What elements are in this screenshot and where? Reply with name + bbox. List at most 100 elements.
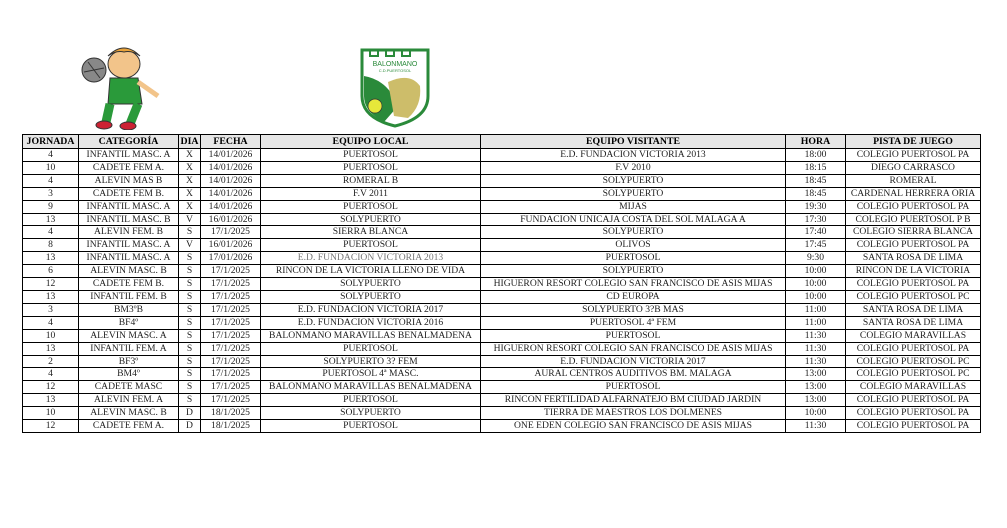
cell-pista: DIEGO CARRASCO bbox=[845, 160, 981, 175]
table-row: 10 ALEVIN MASC. A S 17/1/2025 BALONMANO MARA… bbox=[22, 328, 981, 343]
cell-equipo-local: PUERTOSOL bbox=[260, 160, 481, 175]
club-crest-logo: BALONMANO C.D.PUERTOSOL bbox=[360, 48, 430, 128]
cell-dia: S bbox=[178, 328, 201, 343]
cell-categoria: INFANTIL MASC. A bbox=[78, 251, 179, 266]
svg-text:C.D.PUERTOSOL: C.D.PUERTOSOL bbox=[379, 68, 412, 73]
cell-jornada: 12 bbox=[22, 277, 79, 291]
cell-jornada: 6 bbox=[22, 264, 79, 279]
cell-categoria: ALEVIN MASC. B bbox=[78, 406, 179, 421]
table-row: 10 ALEVIN MASC. B D 18/1/2025 SOLYPUERTO TIER… bbox=[22, 406, 981, 421]
cell-pista: COLEGIO PUERTOSOL P B bbox=[845, 212, 981, 227]
cell-categoria: ALEVIN FEM. B bbox=[78, 225, 179, 240]
cell-equipo-local: RINCON DE LA VICTORIA LLENO DE VIDA bbox=[260, 264, 481, 279]
cell-hora: 17:40 bbox=[785, 225, 846, 240]
cell-fecha: 14/01/2026 bbox=[200, 199, 261, 214]
handball-mascot-image bbox=[81, 47, 160, 130]
table-row: 8 INFANTIL MASC. A V 16/01/2026 PUERTOSOL OLI… bbox=[22, 238, 981, 253]
header-categoria: CATEGORÍA bbox=[78, 134, 179, 149]
table-header-row: JORNADA CATEGORÍA DIA FECHA EQUIPO LOCAL… bbox=[22, 134, 981, 149]
cell-pista: COLEGIO MARAVILLAS bbox=[845, 328, 981, 343]
cell-dia: X bbox=[178, 199, 201, 214]
cell-pista: COLEGIO PUERTOSOL PA bbox=[845, 341, 981, 356]
cell-fecha: 17/1/2025 bbox=[200, 315, 261, 330]
cell-equipo-local: E.D. FUNDACION VICTORIA 2017 bbox=[260, 302, 481, 317]
header-hora: HORA bbox=[785, 134, 846, 149]
table-row: 4 BF4º S 17/1/2025 E.D. FUNDACION VICTORIA 2… bbox=[22, 315, 981, 330]
cell-dia: S bbox=[178, 380, 201, 395]
cell-equipo-visitante: E.D. FUNDACION VICTORIA 2013 bbox=[480, 148, 786, 162]
cell-equipo-visitante: MIJAS bbox=[480, 199, 786, 214]
table-row: 13 INFANTIL MASC. A S 17/01/2026 E.D. FUNDAC… bbox=[22, 251, 981, 266]
cell-jornada: 4 bbox=[22, 367, 79, 382]
table-row: 9 INFANTIL MASC. A X 14/01/2026 PUERTOSOL MIJ… bbox=[22, 199, 981, 214]
cell-hora: 11:00 bbox=[785, 315, 846, 330]
match-schedule-table: JORNADA CATEGORÍA DIA FECHA EQUIPO LOCAL… bbox=[22, 134, 981, 433]
cell-equipo-local: PUERTOSOL bbox=[260, 148, 481, 162]
cell-equipo-local: SOLYPUERTO bbox=[260, 277, 481, 291]
cell-fecha: 18/1/2025 bbox=[200, 419, 261, 433]
cell-pista: SANTA ROSA DE LIMA bbox=[845, 302, 981, 317]
cell-fecha: 17/1/2025 bbox=[200, 393, 261, 408]
table-row: 4 INFANTIL MASC. A X 14/01/2026 PUERTOSOL E.D… bbox=[22, 148, 981, 162]
cell-equipo-visitante: AURAL CENTROS AUDITIVOS BM. MALAGA bbox=[480, 367, 786, 382]
cell-hora: 10:00 bbox=[785, 289, 846, 304]
cell-categoria: CADETE FEM B. bbox=[78, 277, 179, 291]
cell-equipo-local: BALONMANO MARAVILLAS BENALMADENA bbox=[260, 328, 481, 343]
cell-equipo-visitante: SOLYPUERTO 3?B MAS bbox=[480, 302, 786, 317]
cell-equipo-visitante: PUERTOSOL bbox=[480, 328, 786, 343]
header-jornada: JORNADA bbox=[22, 134, 79, 149]
cell-jornada: 10 bbox=[22, 328, 79, 343]
cell-dia: S bbox=[178, 302, 201, 317]
cell-jornada: 4 bbox=[22, 173, 79, 188]
cell-hora: 11:30 bbox=[785, 419, 846, 433]
cell-dia: S bbox=[178, 277, 201, 291]
cell-dia: X bbox=[178, 148, 201, 162]
cell-pista: COLEGIO PUERTOSOL PA bbox=[845, 199, 981, 214]
cell-dia: D bbox=[178, 406, 201, 421]
cell-dia: S bbox=[178, 264, 201, 279]
table-row: 12 CADETE FEM A. D 18/1/2025 PUERTOSOL ONE ED… bbox=[22, 419, 981, 433]
cell-jornada: 4 bbox=[22, 315, 79, 330]
cell-fecha: 17/1/2025 bbox=[200, 328, 261, 343]
cell-pista: SANTA ROSA DE LIMA bbox=[845, 251, 981, 266]
cell-equipo-visitante: HIGUERON RESORT COLEGIO SAN FRANCISCO DE… bbox=[480, 277, 786, 291]
cell-equipo-local: F.V 2011 bbox=[260, 186, 481, 201]
cell-pista: COLEGIO PUERTOSOL PA bbox=[845, 406, 981, 421]
cell-jornada: 3 bbox=[22, 186, 79, 201]
cell-jornada: 9 bbox=[22, 199, 79, 214]
cell-hora: 10:00 bbox=[785, 406, 846, 421]
cell-fecha: 18/1/2025 bbox=[200, 406, 261, 421]
cell-categoria: ALEVIN MASC. B bbox=[78, 264, 179, 279]
cell-jornada: 2 bbox=[22, 354, 79, 369]
table-row: 12 CADETE FEM B. S 17/1/2025 SOLYPUERTO HIGUE… bbox=[22, 277, 981, 291]
header-equipo-visitante: EQUIPO VISITANTE bbox=[480, 134, 786, 149]
cell-pista: CARDENAL HERRERA ORIA bbox=[845, 186, 981, 201]
cell-jornada: 13 bbox=[22, 289, 79, 304]
cell-jornada: 10 bbox=[22, 160, 79, 175]
cell-categoria: INFANTIL MASC. B bbox=[78, 212, 179, 227]
cell-jornada: 4 bbox=[22, 148, 79, 162]
cell-fecha: 16/01/2026 bbox=[200, 238, 261, 253]
cell-categoria: BF4º bbox=[78, 315, 179, 330]
cell-equipo-local: E.D. FUNDACION VICTORIA 2016 bbox=[260, 315, 481, 330]
header-pista: PISTA DE JUEGO bbox=[845, 134, 981, 149]
cell-dia: V bbox=[178, 238, 201, 253]
cell-equipo-visitante: TIERRA DE MAESTROS LOS DOLMENES bbox=[480, 406, 786, 421]
cell-equipo-local: ROMERAL B bbox=[260, 173, 481, 188]
cell-equipo-local: PUERTOSOL bbox=[260, 341, 481, 356]
cell-hora: 18:45 bbox=[785, 186, 846, 201]
cell-equipo-visitante: FUNDACION UNICAJA COSTA DEL SOL MALAGA A bbox=[480, 212, 786, 227]
cell-jornada: 4 bbox=[22, 225, 79, 240]
cell-fecha: 17/1/2025 bbox=[200, 380, 261, 395]
cell-equipo-local: SIERRA BLANCA bbox=[260, 225, 481, 240]
cell-equipo-visitante: PUERTOSOL bbox=[480, 380, 786, 395]
cell-dia: S bbox=[178, 367, 201, 382]
cell-pista: COLEGIO PUERTOSOL PA bbox=[845, 238, 981, 253]
cell-fecha: 17/1/2025 bbox=[200, 264, 261, 279]
cell-fecha: 14/01/2026 bbox=[200, 148, 261, 162]
cell-pista: COLEGIO SIERRA BLANCA bbox=[845, 225, 981, 240]
cell-jornada: 13 bbox=[22, 212, 79, 227]
cell-hora: 18:15 bbox=[785, 160, 846, 175]
cell-hora: 10:00 bbox=[785, 277, 846, 291]
cell-hora: 18:00 bbox=[785, 148, 846, 162]
